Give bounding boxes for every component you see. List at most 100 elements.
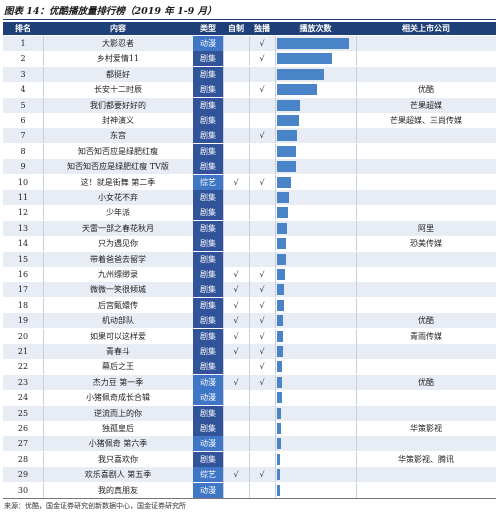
footer-rule (3, 498, 496, 499)
company-cell (356, 390, 496, 405)
header-self-made: 自制 (228, 23, 244, 33)
self-made-cell: √ (233, 377, 239, 387)
type-cell: 剧集 (193, 220, 223, 236)
column-separator (43, 174, 44, 190)
column-separator (356, 267, 357, 282)
table-row: 6 封神演义 剧集 芒果超媒、三尚传媒 (3, 113, 496, 128)
column-separator (275, 36, 276, 51)
content-cell: 小女花不弃 (98, 193, 138, 202)
play-count-cell (275, 98, 356, 113)
company-cell (356, 51, 496, 66)
type-cell: 动漫 (193, 374, 223, 390)
exclusive-cell (249, 483, 275, 498)
content-cell: 逆流而上的你 (94, 408, 142, 418)
type-cell: 剧集 (193, 205, 223, 221)
column-separator (249, 390, 250, 406)
exclusive-cell: √ (259, 300, 265, 310)
column-separator (223, 113, 224, 128)
column-separator (275, 51, 276, 67)
content-cell: 乡村爱情11 (96, 54, 140, 64)
column-separator (43, 436, 44, 452)
exclusive-cell (249, 406, 275, 421)
column-separator (275, 174, 276, 190)
table-row: 30 我的真朋友 动漫 (3, 482, 496, 498)
self-made-cell (223, 205, 249, 220)
play-count-cell (275, 67, 356, 82)
column-separator (356, 451, 357, 467)
self-made-cell (223, 436, 249, 451)
play-count-cell (275, 390, 356, 405)
type-cell: 剧集 (193, 282, 223, 298)
column-separator (223, 236, 224, 252)
rank-cell: 5 (20, 100, 26, 110)
column-separator (275, 436, 276, 452)
column-separator (249, 51, 250, 67)
column-separator (356, 205, 357, 221)
exclusive-cell (249, 113, 275, 128)
company-cell (356, 267, 496, 282)
column-separator (249, 313, 250, 329)
column-separator (249, 451, 250, 467)
exclusive-cell: √ (259, 285, 265, 295)
self-made-cell (223, 159, 249, 174)
company-cell (356, 159, 496, 174)
column-separator (223, 421, 224, 436)
play-count-bar (277, 115, 299, 126)
play-count-bar (277, 330, 284, 342)
exclusive-cell: √ (259, 85, 265, 95)
type-cell: 剧集 (193, 421, 223, 436)
play-count-bar (277, 222, 288, 234)
exclusive-cell (249, 205, 275, 220)
content-cell: 后宫甄嬛传 (98, 300, 138, 310)
column-separator (356, 328, 357, 344)
column-separator (43, 82, 44, 98)
rank-cell: 2 (20, 54, 26, 64)
column-separator (43, 51, 44, 67)
column-separator (249, 220, 250, 236)
table-row: 4 长安十二时辰 剧集 √ 优酷 (3, 82, 496, 98)
play-count-cell (275, 436, 356, 451)
column-separator (275, 236, 276, 252)
column-separator (356, 421, 357, 436)
column-separator (249, 405, 250, 421)
company-cell (356, 436, 496, 451)
column-separator (249, 174, 250, 190)
content-cell: 这！就是街舞 第二季 (80, 177, 156, 187)
self-made-cell (223, 144, 249, 159)
self-made-cell (223, 390, 249, 405)
column-separator (223, 313, 224, 329)
play-count-bar (277, 176, 292, 188)
column-separator (43, 97, 44, 113)
play-count-cell (275, 236, 356, 251)
rank-cell: 17 (17, 285, 29, 295)
play-count-bar (277, 315, 284, 327)
table-row: 14 只为遇见你 剧集 恐美传媒 (3, 236, 496, 252)
type-cell: 剧集 (193, 97, 223, 113)
type-cell: 综艺 (193, 467, 223, 483)
header-type: 类型 (200, 23, 216, 33)
self-made-cell: √ (233, 331, 239, 341)
column-separator (43, 220, 44, 236)
exclusive-cell (249, 252, 275, 267)
play-count-bar (277, 253, 286, 265)
header-exclusive: 独播 (254, 23, 270, 33)
company-cell (356, 128, 496, 143)
self-made-cell (223, 128, 249, 143)
company-cell (356, 144, 496, 159)
table-row: 29 欢乐喜剧人 第五季 综艺 √ √ (3, 467, 496, 483)
rank-cell: 29 (17, 470, 29, 480)
company-cell (356, 190, 496, 205)
column-separator (356, 282, 357, 298)
play-count-bar (277, 53, 333, 65)
type-cell: 剧集 (193, 359, 223, 375)
column-separator (275, 405, 276, 421)
play-count-bar (277, 376, 283, 388)
play-count-cell (275, 144, 356, 159)
column-separator (275, 328, 276, 344)
play-count-cell (275, 329, 356, 344)
play-count-bar (277, 423, 281, 434)
table-row: 23 杰力豆 第一季 动漫 √ √ 优酷 (3, 374, 496, 390)
table-row: 1 大影忍者 动漫 √ (3, 36, 496, 51)
column-separator (223, 205, 224, 221)
play-count-cell (275, 467, 356, 482)
